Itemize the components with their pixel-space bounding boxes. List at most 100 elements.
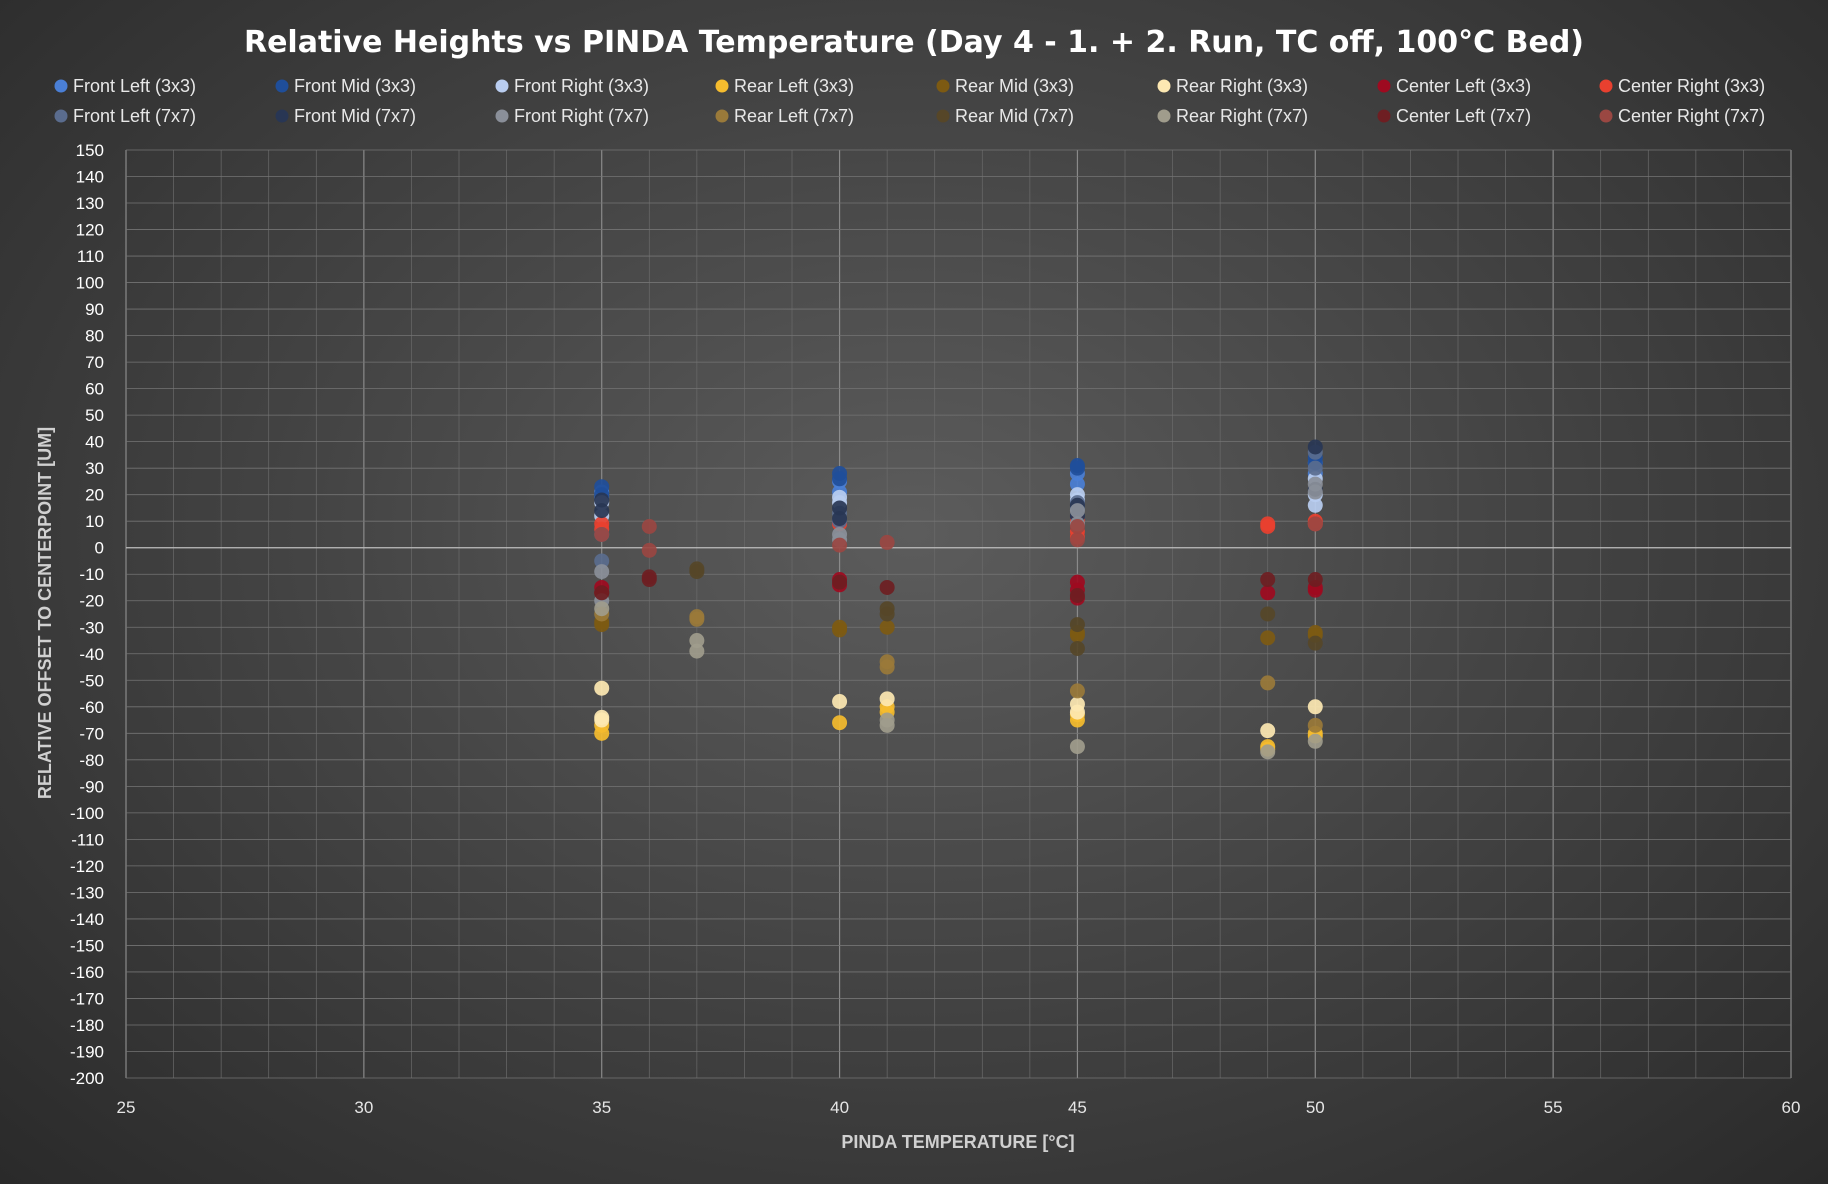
data-point <box>832 715 848 731</box>
data-point <box>594 526 610 542</box>
y-tick-label: -120 <box>70 857 104 876</box>
y-tick-label: -30 <box>79 618 104 637</box>
data-point <box>689 561 705 577</box>
data-point <box>1260 572 1276 588</box>
data-point <box>879 712 895 728</box>
x-tick-label: 50 <box>1306 1098 1325 1117</box>
y-tick-label: 50 <box>85 406 104 425</box>
chart-title: Relative Heights vs PINDA Temperature (D… <box>244 25 1584 60</box>
x-tick-label: 45 <box>1068 1098 1087 1117</box>
legend-marker <box>54 79 68 93</box>
x-tick-label: 40 <box>830 1098 849 1117</box>
legend-item: Front Right (3x3) <box>495 76 649 96</box>
data-point <box>1069 587 1085 603</box>
data-point <box>1069 460 1085 476</box>
y-axis-ticks: 1501401301201101009080706050403020100-10… <box>70 141 104 1088</box>
y-tick-label: -90 <box>79 777 104 796</box>
y-tick-label: -10 <box>79 565 104 584</box>
data-point <box>689 633 705 649</box>
y-tick-label: -70 <box>79 724 104 743</box>
data-point <box>1307 635 1323 651</box>
y-tick-label: 0 <box>95 539 104 558</box>
legend-label: Center Right (3x3) <box>1618 76 1765 96</box>
data-point <box>1069 532 1085 548</box>
data-point <box>594 680 610 696</box>
data-point <box>879 654 895 670</box>
series-points <box>594 471 1323 524</box>
legend-marker <box>1377 109 1391 123</box>
legend-marker <box>1599 109 1613 123</box>
y-tick-label: -180 <box>70 1016 104 1035</box>
legend-item: Rear Mid (3x3) <box>936 76 1074 96</box>
data-point <box>879 691 895 707</box>
data-point <box>1260 744 1276 760</box>
y-tick-label: -150 <box>70 936 104 955</box>
legend-marker <box>1377 79 1391 93</box>
data-point <box>879 534 895 550</box>
data-point <box>641 569 657 585</box>
legend-label: Center Right (7x7) <box>1618 106 1765 126</box>
data-point <box>1307 497 1323 513</box>
legend-marker <box>1599 79 1613 93</box>
legend-label: Front Right (3x3) <box>514 76 649 96</box>
data-point <box>1307 460 1323 476</box>
data-point <box>594 564 610 580</box>
legend-item: Rear Left (3x3) <box>715 76 854 96</box>
legend-item: Center Right (3x3) <box>1599 76 1765 96</box>
legend-label: Rear Left (3x3) <box>734 76 854 96</box>
data-point <box>594 601 610 617</box>
y-tick-label: 30 <box>85 459 104 478</box>
legend-label: Front Mid (3x3) <box>294 76 416 96</box>
data-point <box>1307 476 1323 492</box>
y-tick-label: 60 <box>85 380 104 399</box>
data-point <box>1260 585 1276 601</box>
y-tick-label: -110 <box>71 830 104 849</box>
y-tick-label: -140 <box>70 910 104 929</box>
data-point <box>594 553 610 569</box>
data-point <box>832 500 848 516</box>
series-points <box>594 513 1323 545</box>
y-tick-label: 140 <box>76 168 104 187</box>
data-point <box>1307 516 1323 532</box>
data-point <box>689 643 705 659</box>
data-point <box>594 516 610 532</box>
y-tick-label: 10 <box>85 512 104 531</box>
y-tick-label: 80 <box>85 327 104 346</box>
y-axis-title: RELATIVE OFFSET TO CENTERPOINT [UM] <box>35 427 55 799</box>
series-points <box>594 614 1323 646</box>
legend-marker <box>54 109 68 123</box>
legend-label: Front Left (3x3) <box>73 76 196 96</box>
minor-gridlines <box>173 150 1744 1078</box>
legend-marker <box>936 109 950 123</box>
series-points <box>594 606 1323 733</box>
legend-label: Rear Left (7x7) <box>734 106 854 126</box>
legend-label: Front Right (7x7) <box>514 106 649 126</box>
y-tick-label: -40 <box>79 645 104 664</box>
data-point <box>1260 606 1276 622</box>
legend-marker <box>715 79 729 93</box>
data-point <box>641 519 657 535</box>
legend-item: Center Left (3x3) <box>1377 76 1531 96</box>
legend-marker <box>1157 79 1171 93</box>
data-point <box>689 609 705 625</box>
x-tick-label: 60 <box>1782 1098 1801 1117</box>
y-tick-label: -60 <box>79 698 104 717</box>
series-points <box>594 699 1323 757</box>
y-tick-label: -160 <box>70 963 104 982</box>
legend-marker <box>275 79 289 93</box>
legend-marker <box>495 109 509 123</box>
data-point <box>832 619 848 635</box>
data-point <box>1069 704 1085 720</box>
y-tick-label: 40 <box>85 433 104 452</box>
data-points <box>594 439 1323 760</box>
y-tick-label: -190 <box>70 1042 104 1061</box>
data-point <box>1069 640 1085 656</box>
y-tick-label: 110 <box>77 247 104 266</box>
x-tick-label: 55 <box>1544 1098 1563 1117</box>
y-tick-label: 20 <box>85 486 104 505</box>
data-point <box>594 503 610 519</box>
legend-item: Rear Left (7x7) <box>715 106 854 126</box>
data-point <box>594 585 610 601</box>
data-point <box>1260 630 1276 646</box>
y-tick-label: 90 <box>85 300 104 319</box>
